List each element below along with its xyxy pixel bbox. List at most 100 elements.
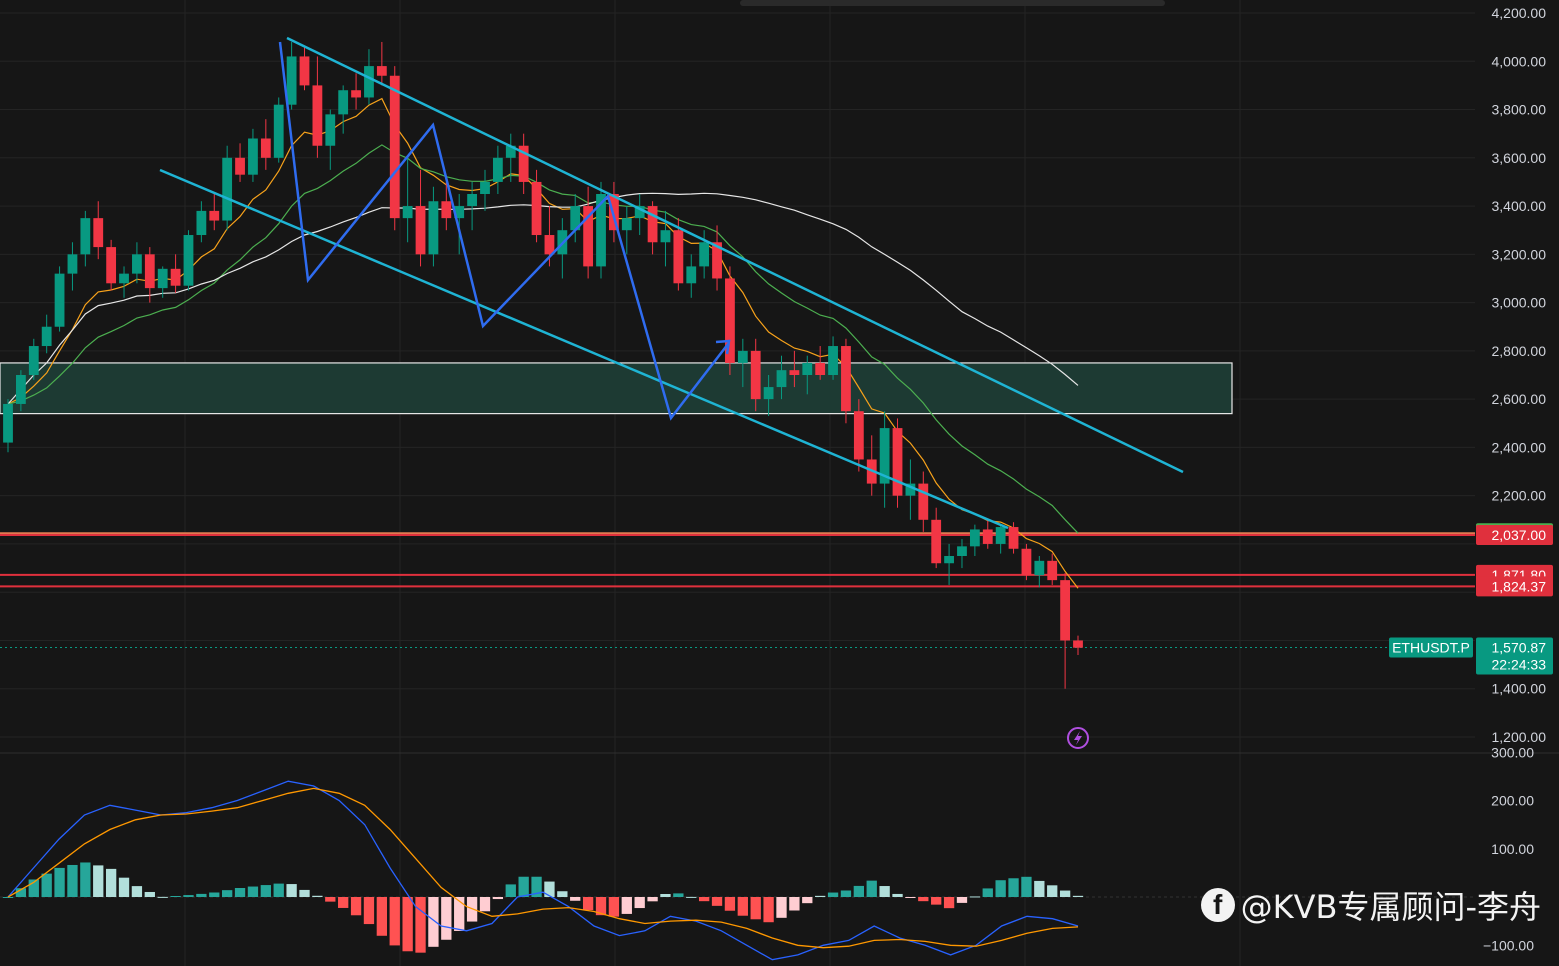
candle-body (183, 235, 194, 286)
macd-histogram-bar (956, 897, 968, 903)
candle-body (132, 254, 142, 274)
macd-histogram-bar (918, 897, 929, 902)
candle-body (54, 273, 65, 327)
macd-histogram-bar (711, 897, 723, 906)
macd-histogram-bar (905, 897, 916, 898)
macd-histogram-bar (260, 885, 271, 897)
macd-histogram-bar (892, 893, 903, 897)
candles (3, 41, 1083, 689)
macd-histogram-bar (325, 897, 336, 902)
macd-histogram-bar (1008, 878, 1019, 897)
price-tick-label: 1,400.00 (1492, 681, 1547, 697)
candle-body (815, 362, 826, 375)
price-tick-label: 4,000.00 (1492, 53, 1547, 69)
candle-body (67, 254, 78, 274)
current-price-text: 1,570.87 (1492, 639, 1547, 655)
candle-body (106, 247, 117, 284)
candle-body (325, 114, 336, 146)
candle-body (260, 138, 271, 158)
macd-histogram-bar (492, 897, 504, 900)
candle-body (621, 218, 632, 231)
macd-histogram-bar (763, 897, 774, 923)
candle-body (389, 75, 400, 219)
macd-histogram-bar (131, 886, 143, 897)
candle-body (402, 206, 413, 219)
macd-histogram-bar (595, 897, 607, 916)
candle-body (828, 346, 838, 375)
macd-histogram-bar (363, 897, 375, 925)
macd-histogram-bar (531, 876, 542, 897)
alert-icon[interactable] (1067, 727, 1089, 749)
candle-body (1034, 560, 1045, 576)
macd-histogram-bar (338, 897, 349, 908)
macd-tick-label: 300.00 (1491, 744, 1534, 760)
macd-line-signal (7, 787, 1079, 949)
candle-body (286, 56, 297, 105)
macd-histogram-bar (67, 864, 78, 897)
price-axis: 4,200.00 4,000.00 3,800.00 3,600.00 3,400.00… (1483, 5, 1546, 953)
candle-body (492, 157, 503, 182)
price-labels: 2,044.222,037.001,871.801,824.371,570.87… (1389, 523, 1553, 675)
candle-body (1047, 560, 1058, 581)
macd-histogram-bar (1047, 885, 1058, 897)
watermark-text: @KVB专属顾问-李舟 (1240, 888, 1541, 926)
macd-histogram-bar (428, 897, 439, 947)
symbol-text: ETHUSDT.P (1392, 639, 1470, 655)
candle-body (376, 66, 387, 76)
candle-body (222, 157, 233, 221)
macd-histogram-bar (995, 880, 1006, 897)
macd-histogram-bar (2, 897, 14, 898)
candle-body (415, 206, 426, 255)
current-price-tag (1476, 637, 1553, 675)
price-tick-label: 3,400.00 (1492, 198, 1547, 214)
candle-body (879, 428, 890, 484)
candle-body (1060, 580, 1071, 641)
macd-histogram-bar (286, 884, 297, 897)
macd-histogram-bar (144, 891, 155, 897)
zigzag-pattern (278, 41, 729, 421)
macd-histogram-bar (840, 890, 852, 897)
macd-histogram-bar (183, 895, 194, 897)
candle-body (583, 206, 594, 267)
candle-body (725, 278, 735, 363)
ma-medium (7, 144, 1079, 534)
candle-body (119, 273, 129, 284)
macd-histogram-bar (1072, 895, 1084, 897)
candle-body (853, 411, 864, 460)
macd-histogram-bar (982, 888, 993, 897)
candle-body (931, 519, 942, 564)
candle-body (364, 66, 374, 98)
candle-body (686, 266, 697, 284)
macd-histogram-bar (827, 892, 839, 897)
drawings (159, 36, 1184, 530)
candle-body (93, 218, 104, 248)
candle-body (467, 194, 477, 207)
candle-body (944, 556, 954, 564)
candle-body (428, 201, 439, 255)
candle-body (248, 138, 258, 175)
level-1824-text: 1,824.37 (1492, 578, 1547, 594)
price-tick-label: 3,800.00 (1492, 102, 1547, 118)
macd-histogram-bar (441, 897, 452, 940)
countdown-text: 22:24:33 (1492, 656, 1547, 672)
macd-line-macd (7, 780, 1079, 961)
candle-body (1008, 527, 1019, 549)
macd-histogram-bar (273, 883, 284, 897)
candle-body (995, 527, 1006, 544)
candle-body (144, 254, 155, 289)
header-bar (740, 0, 1165, 6)
macd-tick-label: 200.00 (1491, 793, 1534, 809)
symbol-tag (1389, 637, 1473, 658)
price-tick-label: 2,200.00 (1492, 488, 1547, 504)
watermark: f @KVB专属顾问-李舟 (1200, 882, 1541, 928)
macd-histogram-bar (582, 897, 594, 911)
macd-histogram-bar (312, 895, 323, 897)
macd-histogram-bar (54, 867, 65, 897)
macd-histogram-bar (660, 894, 671, 897)
macd-histogram-bar (570, 897, 581, 901)
candle-body (969, 529, 980, 547)
horizontal-levels (0, 532, 1475, 648)
macd-tick-label: −100.00 (1483, 937, 1534, 953)
macd-tick-label: 100.00 (1491, 841, 1534, 857)
